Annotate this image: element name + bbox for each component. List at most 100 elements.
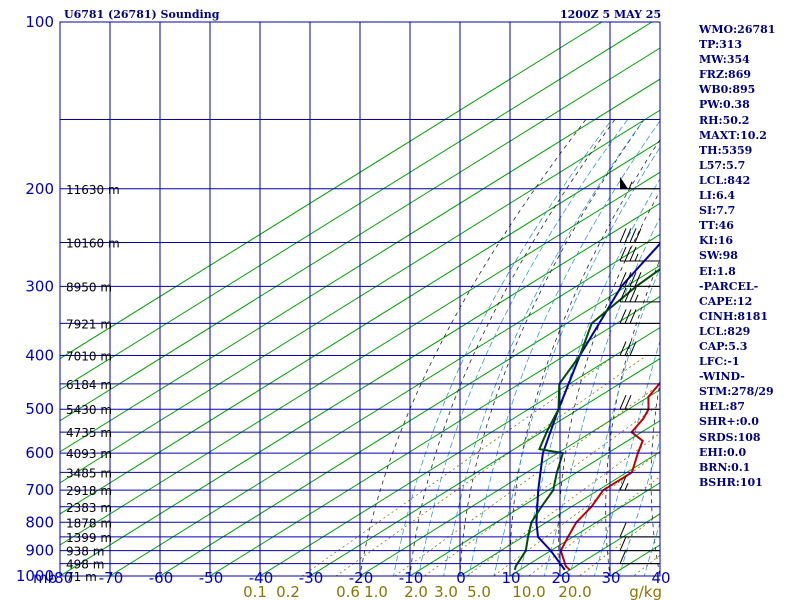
index-value: BRN:0.1 <box>699 460 751 474</box>
wind-barb-flag <box>624 228 632 243</box>
isotherm-line <box>309 358 660 576</box>
index-value: LCL:842 <box>699 173 751 187</box>
temperature-tick-label: -40 <box>249 569 274 587</box>
mixing-ratio-label: 2.0 <box>404 583 428 600</box>
wind-barb-half-flag <box>628 181 633 189</box>
sounding-time: 1200Z 5 MAY 25 <box>560 8 662 21</box>
height-label: 10160 m <box>66 236 120 250</box>
height-label: 498 m <box>66 558 104 572</box>
temperature-tick-label: -70 <box>99 569 124 587</box>
pressure-tick-label: 500 <box>25 400 54 418</box>
index-value: BSHR:101 <box>699 475 763 489</box>
plot-area <box>60 22 660 576</box>
isotherm-line <box>159 264 660 576</box>
index-value: CAPE:12 <box>699 294 753 308</box>
isotherm-line <box>359 389 660 576</box>
height-label: 11630 m <box>66 183 120 197</box>
isotherm-line <box>60 171 660 546</box>
temperature-tick-label: -20 <box>349 569 374 587</box>
index-value: KI:16 <box>699 234 734 248</box>
mixing-ratio-line <box>301 355 616 576</box>
index-value: LFC:-1 <box>699 355 740 369</box>
pressure-tick-label: 200 <box>25 180 54 198</box>
index-value: WB0:895 <box>699 83 756 97</box>
parcel-trace-line <box>535 242 660 571</box>
wind-barb-flag <box>619 536 627 551</box>
isotherm-line <box>60 22 603 360</box>
height-label: 3485 m <box>66 466 112 480</box>
isotherm-line <box>60 109 660 484</box>
pressure-tick-label: 1000 <box>16 567 54 585</box>
height-label: 5430 m <box>66 403 112 417</box>
isotherm-line <box>60 22 653 391</box>
mixing-ratio-label: 5.0 <box>467 583 491 600</box>
wind-barb-pennant <box>620 176 628 189</box>
index-value: SRDS:108 <box>699 430 761 444</box>
height-label: 7010 m <box>66 350 112 364</box>
wind-barb-flag <box>624 272 632 287</box>
wind-barb-flag <box>629 246 637 262</box>
index-value: LCL:829 <box>699 324 751 338</box>
index-value: CINH:8181 <box>699 309 769 323</box>
wind-barb-flag <box>624 341 632 356</box>
index-value: SI:7.7 <box>699 204 736 218</box>
isotherm-line <box>209 295 660 576</box>
wind-barb-flag <box>619 522 627 538</box>
temperature-line <box>559 381 660 571</box>
index-value: FRZ:869 <box>699 68 752 82</box>
wind-barb-flag <box>619 341 627 356</box>
pressure-tick-label: 600 <box>25 444 54 462</box>
temperature-tick-label: -30 <box>299 569 324 587</box>
plot-frame <box>59 21 661 577</box>
pressure-tick-label: 400 <box>25 347 54 365</box>
wind-barb-flag <box>629 309 637 324</box>
height-label: 1878 m <box>66 516 112 530</box>
index-value: LI:6.4 <box>699 189 736 203</box>
temperature-tick-label: 30 <box>601 569 620 587</box>
pressure-tick-label: 900 <box>25 542 54 560</box>
index-value: TT:46 <box>699 219 734 233</box>
mixing-ratio-label: 10.0 <box>512 583 545 600</box>
mixing-ratio-unit-label: g/kg <box>629 583 662 600</box>
wind-barb-flag <box>619 309 627 324</box>
pressure-tick-label: 100 <box>25 13 54 31</box>
temperature-tick-label: 10 <box>501 569 520 587</box>
isotherm-line <box>509 482 660 576</box>
index-value: CAP:5.3 <box>699 339 748 353</box>
index-value: TP:313 <box>699 38 743 52</box>
isotherm-line <box>259 326 660 576</box>
isotherm-line <box>60 78 660 453</box>
index-value: STM:278/29 <box>699 385 774 399</box>
index-value: MAXT:10.2 <box>699 128 767 142</box>
height-label: 6184 m <box>66 378 112 392</box>
height-label: 4735 m <box>66 426 112 440</box>
wind-barb-flag <box>634 228 642 243</box>
temperature-tick-label: -80 <box>49 569 74 587</box>
moist-adiabat-line <box>518 178 660 576</box>
pressure-unit-label: mb <box>33 569 57 587</box>
temperature-tick-label: 40 <box>651 569 670 587</box>
wind-barb-flag <box>629 287 637 303</box>
wind-barb-flag <box>619 272 627 287</box>
index-value: -WIND- <box>699 370 745 384</box>
wind-barb-half-flag <box>634 294 639 303</box>
station-title: U6781 (26781) Sounding <box>64 8 220 21</box>
wind-barb-flag <box>619 475 627 491</box>
index-value: HEL:87 <box>699 400 745 414</box>
dry-adiabat-line <box>409 119 616 576</box>
indices-panel: WMO:26781 TP:313 MW:354 FRZ:869 WB0:895 PW:0.… <box>699 22 799 490</box>
index-value: SW:98 <box>699 249 738 263</box>
wind-barb-flag <box>624 309 632 324</box>
pressure-tick-label: 700 <box>25 481 54 499</box>
index-value: TH:5359 <box>699 143 753 157</box>
height-label: 2918 m <box>66 484 112 498</box>
wind-barb-flag <box>629 228 637 243</box>
isotherm-line <box>60 47 660 422</box>
index-value: SHR+:0.0 <box>699 415 759 429</box>
index-value: MW:354 <box>699 53 750 67</box>
height-label: 1399 m <box>66 531 112 545</box>
moist-adiabat-line <box>418 119 628 576</box>
wind-barb-flag <box>624 246 632 262</box>
wind-barb-flag <box>629 272 637 287</box>
